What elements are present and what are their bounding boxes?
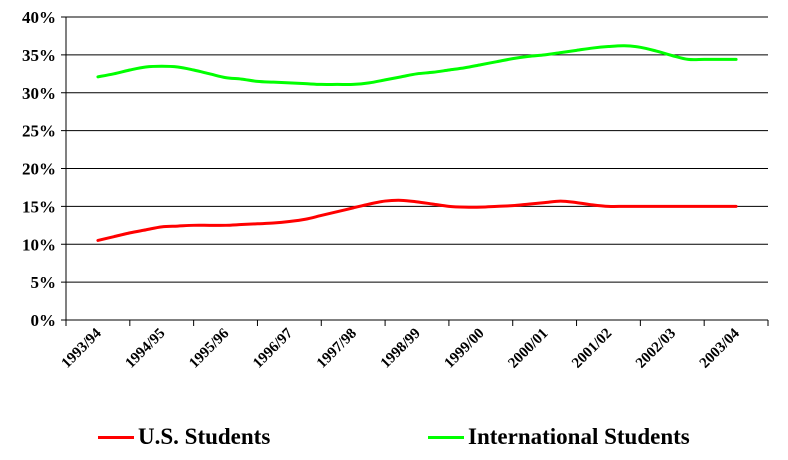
x-tick-label: 1999/00 [442, 326, 488, 372]
x-tick-label: 1998/99 [378, 326, 424, 372]
series-line-international-students [96, 44, 738, 87]
x-tick-label: 2000/01 [505, 326, 551, 372]
y-tick-label: 30% [22, 84, 56, 103]
x-tick-label: 2002/03 [633, 326, 679, 372]
y-tick-label: 20% [22, 160, 56, 179]
legend-international-students: International Students [428, 424, 690, 450]
x-tick-label: 1993/94 [59, 325, 105, 371]
legend-swatch-us-students [98, 435, 134, 439]
legend-label-us-students: U.S. Students [138, 424, 271, 449]
series-line-u-s-students [96, 198, 738, 242]
y-tick-label: 40% [22, 8, 56, 27]
y-tick-label: 0% [31, 311, 57, 330]
x-tick-label: 1994/95 [122, 326, 168, 372]
legend-label-international-students: International Students [468, 424, 690, 449]
x-tick-label: 1997/98 [314, 326, 360, 372]
y-tick-label: 25% [22, 122, 56, 141]
y-tick-label: 15% [22, 197, 56, 216]
x-tick-label: 2003/04 [697, 325, 743, 371]
y-tick-label: 5% [31, 273, 57, 292]
y-tick-label: 10% [22, 235, 56, 254]
legend-us-students: U.S. Students [98, 424, 270, 450]
x-tick-label: 1996/97 [250, 325, 296, 371]
legend-swatch-international-students [428, 435, 464, 439]
x-tick-label: 2001/02 [569, 326, 615, 372]
x-tick-label: 1995/96 [186, 325, 232, 371]
y-tick-label: 35% [22, 46, 56, 65]
